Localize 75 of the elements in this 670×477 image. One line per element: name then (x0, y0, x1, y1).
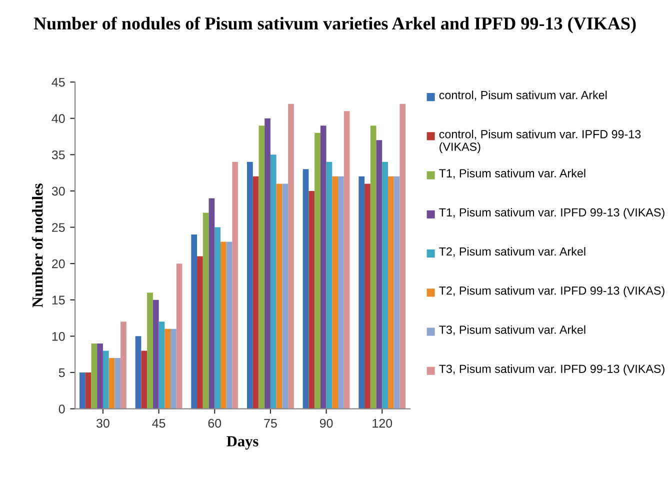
bar (358, 176, 365, 409)
legend-label: control, Pisum sativum var. IPFD 99-13 (VIKAS) (439, 130, 641, 154)
bar (85, 372, 92, 409)
bar (344, 111, 350, 409)
bar (202, 212, 209, 409)
bar (152, 300, 159, 409)
y-tick-label: 10 (52, 332, 65, 341)
bar (332, 176, 338, 409)
bar (302, 169, 309, 409)
bar (102, 350, 109, 409)
bar (338, 176, 344, 409)
bar (135, 336, 142, 409)
bar (247, 162, 253, 409)
y-tick-label: 30 (52, 186, 65, 196)
bar (197, 256, 203, 409)
bar (164, 328, 171, 409)
bar (258, 126, 265, 409)
x-tick-label: 90 (320, 418, 333, 428)
x-tick-label: 75 (264, 418, 277, 428)
legend-label: T2, Pisum sativum var. Arkel (439, 247, 586, 258)
bar (264, 118, 270, 409)
y-tick-label: 15 (52, 296, 65, 305)
bar (388, 176, 394, 409)
bar (326, 162, 332, 409)
bar (114, 358, 121, 409)
bar (141, 350, 148, 409)
bar (270, 154, 276, 409)
bar (400, 104, 406, 409)
bar (226, 242, 232, 409)
bar (252, 176, 259, 409)
bar (276, 184, 282, 409)
bar (91, 343, 98, 409)
y-tick-label: 35 (52, 150, 65, 160)
y-tick-label: 40 (52, 114, 65, 123)
x-tick-label: 30 (96, 418, 110, 428)
legend-label: T3, Pisum sativum var. Arkel (439, 325, 586, 336)
bar (170, 328, 176, 409)
legend-label: T1, Pisum sativum var. Arkel (439, 168, 586, 179)
bar (108, 358, 115, 409)
bar (120, 322, 126, 409)
bar (214, 227, 220, 409)
x-tick-label: 60 (208, 418, 222, 428)
y-tick-label: 45 (52, 78, 65, 87)
bar (208, 198, 215, 409)
bar (364, 184, 370, 409)
bar (320, 126, 326, 409)
bar (97, 343, 103, 409)
y-axis-title: Number of nodules (32, 184, 43, 308)
y-tick-label: 25 (52, 223, 65, 232)
x-axis-title: Days (226, 436, 258, 450)
bar (80, 372, 86, 409)
legend-label: control, Pisum sativum var. Arkel (439, 90, 607, 101)
bar (176, 264, 182, 409)
bar (308, 190, 315, 409)
bar (282, 184, 288, 409)
x-tick-label: 120 (372, 418, 392, 428)
bar (370, 126, 376, 409)
bar (394, 176, 400, 409)
bar (147, 292, 153, 409)
bar (191, 234, 198, 409)
y-tick-label: 0 (58, 404, 65, 414)
legend-label: T3, Pisum sativum var. IPFD 99-13 (VIKAS) (439, 364, 664, 376)
bar (288, 104, 294, 409)
bar (376, 140, 382, 409)
bar (220, 242, 226, 409)
legend-label: T1, Pisum sativum var. IPFD 99-13 (VIKAS) (439, 208, 664, 219)
y-tick-label: 20 (52, 259, 65, 268)
chart-title: Number of nodules of Pisum sativum varieties Arkel and IPFD 99-13 (VIKAS) (34, 16, 636, 34)
x-tick-label: 45 (152, 418, 166, 428)
bar (382, 162, 388, 409)
legend-label: T2, Pisum sativum var. IPFD 99-13 (VIKAS) (439, 286, 664, 298)
bar (232, 162, 238, 409)
y-tick-label: 5 (58, 368, 65, 378)
bar (314, 132, 320, 409)
bar (158, 322, 165, 409)
